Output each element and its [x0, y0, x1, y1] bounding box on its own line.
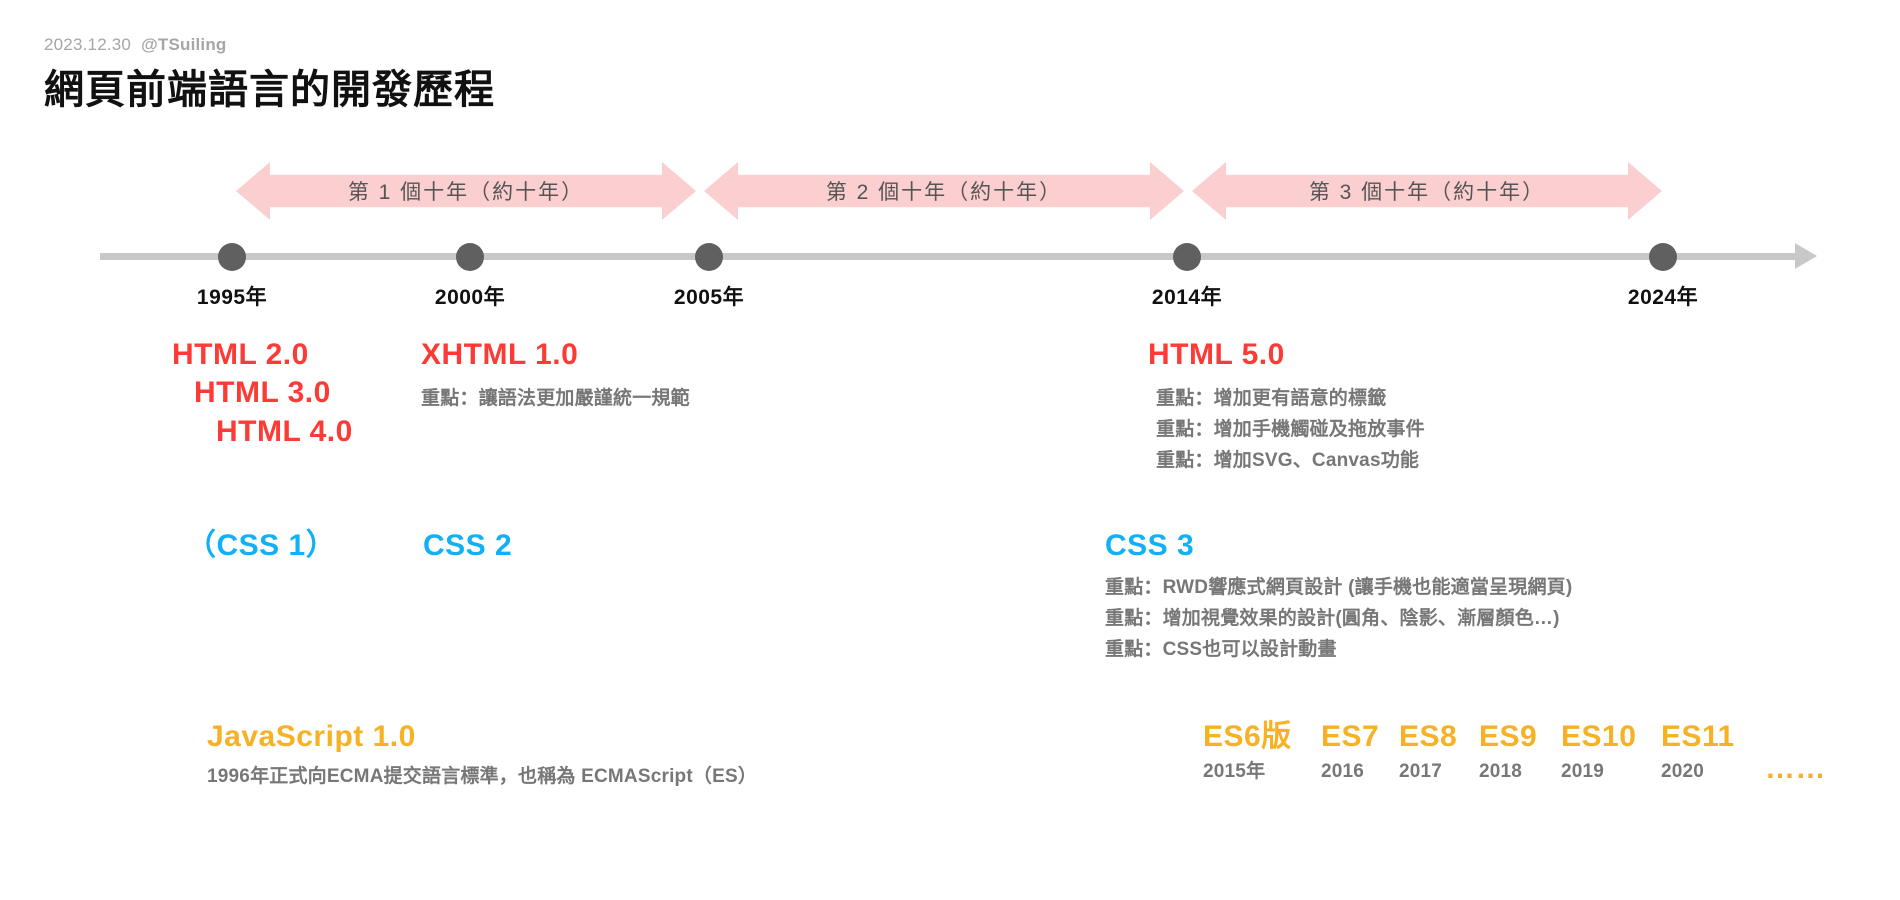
css2-block: CSS 2 [423, 527, 512, 565]
html-5-0-label: HTML 5.0 [1148, 338, 1285, 371]
es7-year: 2016 [1321, 760, 1365, 782]
es-col-es11: ES11 2020 [1661, 718, 1765, 788]
css1-block: （CSS 1） [186, 527, 336, 565]
es-col-more: …… [1765, 750, 1855, 788]
decade-band-3-label: 第 3 個十年（約十年） [1308, 181, 1546, 204]
es10-label: ES10 [1561, 720, 1637, 753]
html5-note-3: 重點：增加SVG、Canvas功能 [1156, 450, 1420, 472]
html5-note-1: 重點：增加更有語意的標籤 [1156, 388, 1387, 410]
decade-band-1: 第 1 個十年（約十年） [236, 162, 696, 220]
javascript-block-1995: JavaScript 1.0 1996年正式向ECMA提交語言標準，也稱為 EC… [207, 718, 757, 793]
timeline-dot-1995 [218, 243, 246, 271]
es-col-es6: ES6版 2015年 [1203, 718, 1321, 788]
es-col-es8: ES8 2017 [1399, 718, 1479, 788]
year-label-1995: 1995年 [196, 286, 268, 309]
es-more-label: …… [1765, 752, 1826, 786]
timeline-dot-2000 [456, 243, 484, 271]
timeline-arrow-icon [1795, 243, 1817, 269]
css-1-label: （CSS 1） [186, 529, 337, 562]
publish-date: 2023.12.30 [44, 35, 132, 54]
byline: 2023.12.30 @TSuiling [44, 35, 227, 55]
css-2-label: CSS 2 [423, 529, 513, 562]
html-2-0-label: HTML 2.0 [172, 338, 309, 371]
timeline-axis [100, 253, 1800, 260]
author-handle: @TSuiling [141, 35, 227, 54]
xhtml-block-2000: XHTML 1.0 重點：讓語法更加嚴謹統一規範 [421, 336, 690, 415]
es10-year: 2019 [1561, 760, 1605, 782]
html5-block-2014: HTML 5.0 重點：增加更有語意的標籤 重點：增加手機觸碰及拖放事件 重點：… [1148, 336, 1425, 477]
ecmascript-version-row: ES6版 2015年 ES7 2016 ES8 2017 ES9 2018 ES… [1203, 718, 1855, 788]
css3-note-3: 重點：CSS也可以設計動畫 [1105, 639, 1337, 661]
es9-label: ES9 [1479, 720, 1538, 753]
decade-band-2: 第 2 個十年（約十年） [704, 162, 1184, 220]
javascript-note: 1996年正式向ECMA提交語言標準，也稱為 ECMAScript（ES） [207, 766, 758, 788]
decade-band-2-label: 第 2 個十年（約十年） [825, 181, 1063, 204]
es-col-es7: ES7 2016 [1321, 718, 1399, 788]
css3-block-2014: CSS 3 重點：RWD響應式網頁設計 (讓手機也能適當呈現網頁) 重點：增加視… [1105, 527, 1572, 666]
es11-label: ES11 [1661, 720, 1735, 753]
es6-label: ES6版 [1203, 720, 1292, 753]
css3-notes: 重點：RWD響應式網頁設計 (讓手機也能適當呈現網頁) 重點：增加視覺效果的設計… [1105, 573, 1572, 666]
year-label-2024: 2024年 [1627, 286, 1699, 309]
css3-note-2: 重點：增加視覺效果的設計(圓角、陰影、漸層顏色…) [1105, 608, 1560, 630]
page-title: 網頁前端語言的開發歷程 [44, 68, 495, 112]
html5-notes: 重點：增加更有語意的標籤 重點：增加手機觸碰及拖放事件 重點：增加SVG、Can… [1156, 384, 1425, 477]
ecmascript-versions-block: ES6版 2015年 ES7 2016 ES8 2017 ES9 2018 ES… [1203, 718, 1855, 788]
decade-band-1-label: 第 1 個十年（約十年） [347, 181, 585, 204]
es-col-es10: ES10 2019 [1561, 718, 1661, 788]
timeline-dot-2014 [1173, 243, 1201, 271]
javascript-1-0-label: JavaScript 1.0 [207, 720, 416, 753]
css3-note-1: 重點：RWD響應式網頁設計 (讓手機也能適當呈現網頁) [1105, 577, 1573, 599]
es-col-es9: ES9 2018 [1479, 718, 1561, 788]
html-4-0-label: HTML 4.0 [216, 414, 353, 448]
html5-note-2: 重點：增加手機觸碰及拖放事件 [1156, 419, 1425, 441]
html-3-0-label: HTML 3.0 [194, 376, 331, 410]
year-label-2005: 2005年 [673, 286, 745, 309]
timeline-dot-2024 [1649, 243, 1677, 271]
css-3-label: CSS 3 [1105, 529, 1195, 562]
es7-label: ES7 [1321, 720, 1380, 753]
xhtml-1-0-label: XHTML 1.0 [421, 338, 579, 371]
es8-label: ES8 [1399, 720, 1458, 753]
es8-year: 2017 [1399, 760, 1443, 782]
es9-year: 2018 [1479, 760, 1523, 782]
year-label-2014: 2014年 [1151, 286, 1223, 309]
es6-year: 2015年 [1203, 760, 1266, 782]
xhtml-note: 重點：讓語法更加嚴謹統一規範 [421, 388, 690, 410]
html-versions-1995: HTML 2.0 HTML 3.0 HTML 4.0 [172, 336, 353, 451]
es11-year: 2020 [1661, 760, 1705, 782]
decade-band-3: 第 3 個十年（約十年） [1192, 162, 1662, 220]
timeline-dot-2005 [695, 243, 723, 271]
year-label-2000: 2000年 [434, 286, 506, 309]
